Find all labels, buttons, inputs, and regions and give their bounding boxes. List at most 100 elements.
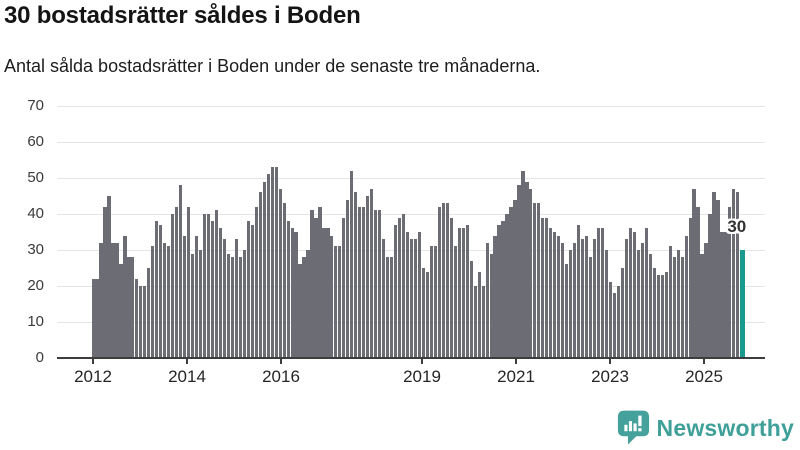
bar [732,188,736,358]
bar [127,257,131,358]
bar [533,203,537,358]
bar [346,199,350,358]
bar [417,232,422,358]
bar [700,253,704,358]
bar [473,286,477,358]
y-axis-label-70: 70 [27,97,44,114]
bar [696,206,700,358]
bar [477,271,481,358]
bar [692,188,696,358]
bar [425,271,429,358]
y-axis-label-60: 60 [27,133,44,150]
bar [604,250,609,358]
bar [258,192,262,358]
chart-title: 30 bostadsrätter såldes i Boden [4,2,361,29]
bar [525,181,529,358]
bar [135,278,139,358]
bar [676,250,680,358]
bar [294,232,298,358]
bar [366,196,370,358]
bar [600,228,605,358]
bar [103,206,107,358]
bar [557,235,561,358]
bar [286,221,290,358]
bar [441,203,445,358]
bar [350,170,354,358]
bar [405,232,410,358]
bar [206,214,211,358]
bar [290,228,294,358]
bar [589,257,593,358]
bar [171,214,175,358]
bar [469,260,473,358]
bar [266,174,270,358]
bar [362,206,366,358]
bar [111,242,115,358]
bar [521,170,525,358]
bar [354,192,358,358]
x-axis-label-2019: 2019 [403,367,441,386]
bar [680,257,684,358]
bar [278,188,282,358]
bar [648,253,652,358]
bar [736,192,740,358]
value-annotation: 30 [727,217,747,236]
bar [270,167,274,358]
bar [191,253,195,358]
chart-subtitle: Antal sålda bostadsrätter i Boden under … [4,56,541,76]
bar [175,206,179,358]
bar [282,203,286,358]
bar [461,228,465,358]
bar [386,257,390,358]
bar [370,188,374,358]
x-axis-label-2012: 2012 [74,367,112,386]
bar [234,239,238,358]
bar [401,214,406,358]
bar [421,268,426,358]
x-axis-tick-2012 [92,359,94,364]
newsworthy-wordmark: Newsworthy [656,414,794,441]
bar [374,210,378,358]
bar [183,235,187,358]
bar [640,242,644,358]
bar [668,246,672,358]
x-axis-tick-2014 [186,359,188,364]
x-axis-label-2014: 2014 [168,367,206,386]
y-axis-label-40: 40 [27,205,44,222]
bar [409,239,414,358]
bar [457,228,461,358]
bar [720,232,724,358]
bar [151,246,155,358]
bar [214,210,219,358]
bar [254,206,258,358]
bar [616,286,621,358]
x-axis-tick-2025 [703,359,705,364]
bar [242,250,246,358]
bar [636,250,640,358]
bar [724,232,728,358]
bar [338,246,342,358]
bar [318,206,322,358]
bar [561,242,565,358]
bar [505,214,509,358]
bar [222,239,227,358]
bar [581,239,585,358]
bar [393,224,398,358]
bar [465,224,469,358]
bar [501,221,505,358]
bar [541,217,545,358]
bar [230,257,234,358]
bar [194,235,199,358]
bar [592,239,597,358]
x-axis-tick-2023 [609,359,611,364]
x-axis-label-2021: 2021 [497,367,535,386]
bar [529,188,533,358]
bar [143,286,147,358]
bar [728,206,732,358]
highlighted-bar [740,250,746,358]
bar [517,185,521,358]
bar [433,246,437,358]
bar [712,192,716,358]
bar [628,228,632,358]
